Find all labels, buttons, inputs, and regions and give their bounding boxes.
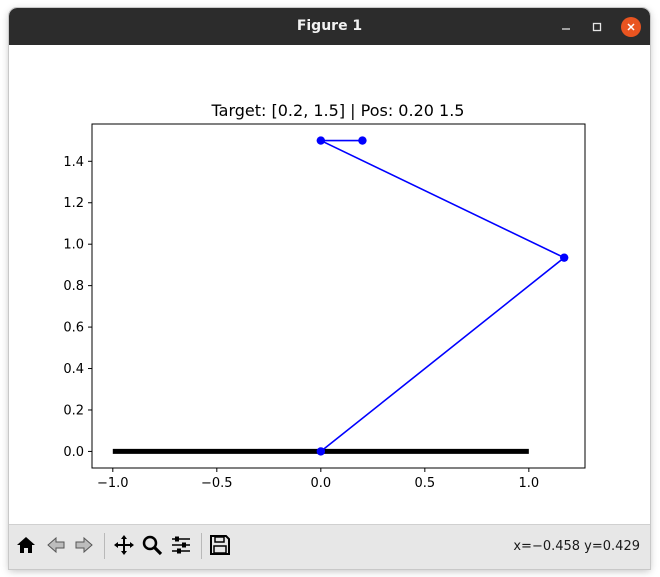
toolbar-separator <box>201 533 202 559</box>
y-tick-label: 1.4 <box>63 155 84 170</box>
y-tick-label: 0.8 <box>63 279 84 294</box>
home-icon <box>17 537 35 553</box>
move-icon <box>114 535 134 555</box>
cursor-coordinates: x=−0.458 y=0.429 <box>513 539 640 554</box>
minimize-icon <box>562 28 570 30</box>
y-tick-label: 0.2 <box>63 403 84 418</box>
y-tick-label: 0.0 <box>63 445 84 460</box>
plot-svg[interactable]: Target: [0.2, 1.5] | Pos: 0.20 1.5 −1.0−… <box>9 45 650 524</box>
magnifier-icon <box>142 535 163 556</box>
y-tick-label: 1.2 <box>63 196 84 211</box>
joint-marker <box>559 253 569 262</box>
save-button[interactable] <box>207 532 233 558</box>
arm-line <box>320 139 566 453</box>
maximize-button[interactable] <box>587 17 607 37</box>
joint-marker <box>316 136 326 145</box>
x-tick-label: −1.0 <box>97 476 129 491</box>
navigation-toolbar: x=−0.458 y=0.429 <box>9 524 650 569</box>
back-button[interactable] <box>43 532 69 558</box>
close-icon <box>627 23 635 31</box>
window-title: Figure 1 <box>296 18 363 34</box>
maximize-icon <box>592 22 602 32</box>
x-axis: −1.0 −0.5 0.0 0.5 1.0 <box>97 468 539 491</box>
plot-series <box>112 136 569 456</box>
x-tick-label: 1.0 <box>518 476 539 491</box>
sliders-icon <box>172 536 190 554</box>
joint-marker <box>316 447 326 456</box>
close-button[interactable] <box>621 17 641 37</box>
figure-window: Figure 1 Target: [0.2, 1.5] | Pos: 0.20 … <box>9 8 650 569</box>
x-tick-label: 0.5 <box>414 476 435 491</box>
zoom-button[interactable] <box>139 532 165 558</box>
chart-title: Target: [0.2, 1.5] | Pos: 0.20 1.5 <box>211 101 465 120</box>
home-button[interactable] <box>13 532 39 558</box>
y-tick-label: 1.0 <box>63 238 84 253</box>
back-arrow-icon <box>47 536 65 554</box>
toolbar-separator <box>104 533 105 559</box>
configure-subplots-button[interactable] <box>168 532 194 558</box>
joint-marker <box>358 136 367 145</box>
x-tick-label: −0.5 <box>201 476 233 491</box>
axes-frame <box>91 123 586 469</box>
y-axis: 0.0 0.2 0.4 0.6 0.8 1.0 1.2 1.4 <box>63 155 92 460</box>
forward-arrow-icon <box>75 536 93 554</box>
minimize-button[interactable] <box>556 17 576 37</box>
forward-button[interactable] <box>71 532 97 558</box>
x-tick-label: 0.0 <box>310 476 331 491</box>
title-bar[interactable]: Figure 1 <box>9 8 650 45</box>
pan-button[interactable] <box>111 532 137 558</box>
floppy-disk-icon <box>210 535 230 555</box>
y-tick-label: 0.6 <box>63 321 84 336</box>
figure-canvas[interactable]: Target: [0.2, 1.5] | Pos: 0.20 1.5 −1.0−… <box>9 45 650 524</box>
y-tick-label: 0.4 <box>63 362 84 377</box>
